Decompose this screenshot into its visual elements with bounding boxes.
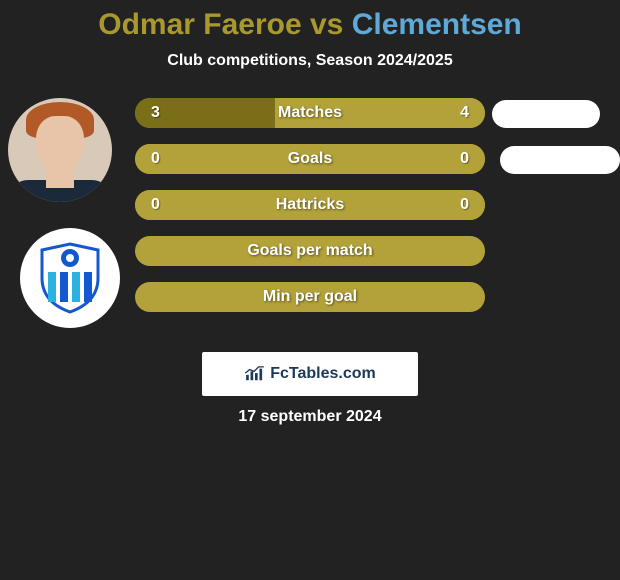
title-player2: Clementsen <box>352 8 522 41</box>
watermark-text: FcTables.com <box>270 365 376 383</box>
stat-value-right: 0 <box>460 196 485 214</box>
stat-value-left: 3 <box>135 104 160 122</box>
stat-value-left: 0 <box>135 196 160 214</box>
stat-row: Goals per match <box>135 236 485 266</box>
chart-icon <box>244 366 266 382</box>
player2-avatar-placeholder-2 <box>500 146 620 174</box>
stats-area: 34Matches00Goals00HattricksGoals per mat… <box>0 98 620 358</box>
stat-value-right: 0 <box>460 150 485 168</box>
player2-avatar-placeholder-1 <box>492 100 600 128</box>
comparison-title: Odmar Faeroe vs Clementsen <box>0 8 620 42</box>
stat-bar-right: 0 <box>310 144 485 174</box>
stat-row: Min per goal <box>135 282 485 312</box>
stat-row: 34Matches <box>135 98 485 128</box>
watermark: FcTables.com <box>202 352 418 396</box>
player2-club-badge <box>20 228 120 328</box>
date-text: 17 september 2024 <box>0 408 620 426</box>
stat-bar-full <box>135 282 485 312</box>
stat-row: 00Goals <box>135 144 485 174</box>
stat-bar-left: 0 <box>135 190 310 220</box>
stat-bar-full <box>135 236 485 266</box>
avatar-face <box>36 116 84 172</box>
stat-bar-left: 0 <box>135 144 310 174</box>
infographic-container: Odmar Faeroe vs Clementsen Club competit… <box>0 0 620 358</box>
stat-bar-right: 4 <box>275 98 485 128</box>
player1-avatar <box>8 98 112 202</box>
stat-bar-right: 0 <box>310 190 485 220</box>
stat-bar-left: 3 <box>135 98 275 128</box>
subtitle: Club competitions, Season 2024/2025 <box>0 52 620 70</box>
title-player1: Odmar Faeroe <box>98 8 301 41</box>
shield-icon <box>38 242 102 314</box>
stat-row: 00Hattricks <box>135 190 485 220</box>
stat-value-left: 0 <box>135 150 160 168</box>
stat-value-right: 4 <box>460 104 485 122</box>
title-vs: vs <box>302 8 352 41</box>
